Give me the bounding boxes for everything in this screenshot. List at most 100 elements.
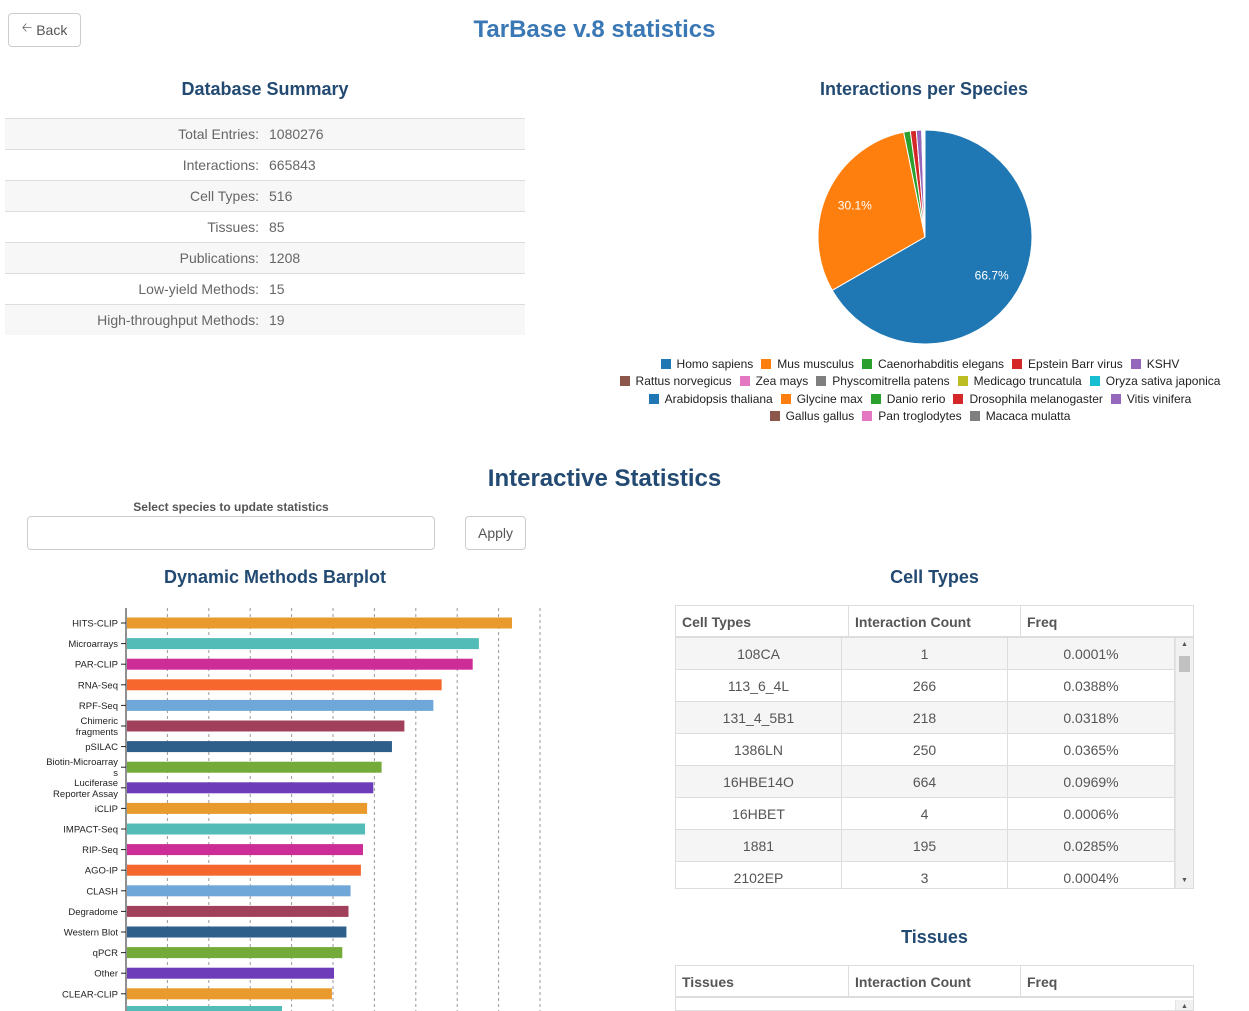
table-row[interactable]: 1386LN 250 0.0365% xyxy=(676,734,1193,766)
legend-item[interactable]: Glycine max xyxy=(780,392,863,406)
table-cell: 1386LN xyxy=(676,734,842,765)
bar[interactable] xyxy=(127,658,473,670)
cell-types-title: Cell Types xyxy=(890,567,979,587)
legend-item[interactable]: Oryza sativa japonica xyxy=(1089,374,1221,389)
bar[interactable] xyxy=(127,988,332,1000)
table-row[interactable]: 2102EP 3 0.0004% xyxy=(676,862,1193,888)
bar[interactable] xyxy=(127,864,361,876)
legend-label: Epstein Barr virus xyxy=(1028,356,1123,371)
bar[interactable] xyxy=(127,720,405,732)
legend-label: Arabidopsis thaliana xyxy=(664,391,773,406)
bar[interactable] xyxy=(127,761,382,773)
bar[interactable] xyxy=(127,802,368,814)
bar[interactable] xyxy=(127,1006,282,1011)
legend-item[interactable]: KSHV xyxy=(1130,356,1180,371)
summary-row: High-throughput Methods: 19 xyxy=(5,304,525,335)
table-row[interactable]: 16HBE14O 664 0.0969% xyxy=(676,766,1193,798)
column-header-freq[interactable]: Freq xyxy=(1027,614,1058,630)
summary-value: 665843 xyxy=(269,157,316,173)
bar[interactable] xyxy=(127,638,479,650)
table-row[interactable]: 1881 195 0.0285% xyxy=(676,830,1193,862)
legend-label: Medicago truncatula xyxy=(973,374,1082,389)
y-tick-label: iCLIP xyxy=(95,804,118,815)
legend-item[interactable]: Pan troglodytes xyxy=(862,409,962,423)
legend-item[interactable]: Vitis vinifera xyxy=(1110,392,1191,406)
bar[interactable] xyxy=(127,617,513,629)
legend-label: Oryza sativa japonica xyxy=(1105,374,1221,389)
scroll-thumb[interactable] xyxy=(1179,656,1190,672)
bar[interactable] xyxy=(127,782,374,794)
apply-button[interactable]: Apply xyxy=(465,516,526,550)
legend-item[interactable]: Epstein Barr virus xyxy=(1012,357,1123,371)
table-row[interactable]: 108CA 1 0.0001% xyxy=(676,638,1193,670)
bar[interactable] xyxy=(127,823,366,835)
legend-item[interactable]: Physcomitrella patens xyxy=(816,374,950,388)
bar[interactable] xyxy=(127,699,434,711)
scroll-down-icon[interactable]: ▼ xyxy=(1181,877,1188,884)
legend-item[interactable]: Homo sapiens xyxy=(660,357,753,371)
back-button[interactable]: 🡠 Back xyxy=(8,13,81,47)
cell-types-scrollbar[interactable]: ▲ ▼ xyxy=(1175,638,1193,888)
bar[interactable] xyxy=(127,947,343,959)
legend-row: Gallus gallus Pan troglodytes Macaca mulat… xyxy=(600,408,1240,426)
table-cell: 0.0004% xyxy=(1008,862,1175,888)
y-tick-label: pSILAC xyxy=(85,742,118,753)
bar[interactable] xyxy=(127,741,392,753)
methods-bar-chart: HITS-CLIP Microarrays PAR-CLIP RNA-Seq RPF-S… xyxy=(46,608,541,1011)
column-header-interaction-count[interactable]: Interaction Count xyxy=(849,606,1021,636)
legend-label: Mus musculus xyxy=(777,356,854,371)
legend-item[interactable]: Drosophila melanogaster xyxy=(953,392,1103,406)
column-header-tissues[interactable]: Tissues xyxy=(676,966,849,996)
legend-item[interactable]: Medicago truncatula xyxy=(957,374,1082,389)
table-cell: 113_6_4L xyxy=(676,670,842,701)
bar[interactable] xyxy=(127,844,363,856)
table-cell: 1 xyxy=(842,638,1008,669)
legend-swatch xyxy=(619,376,630,387)
column-header-freq[interactable]: Freq xyxy=(1027,974,1058,990)
bar[interactable] xyxy=(127,885,351,897)
tissues-scrollbar[interactable]: ▲ xyxy=(1175,1000,1193,1010)
legend-item[interactable]: Zea mays xyxy=(739,374,808,388)
scroll-up-icon[interactable]: ▲ xyxy=(1181,641,1188,648)
legend-item[interactable]: Gallus gallus xyxy=(769,409,854,423)
summary-label: Interactions: xyxy=(182,157,259,173)
bar[interactable] xyxy=(127,679,442,691)
legend-swatch xyxy=(648,393,659,404)
table-row[interactable]: 113_6_4L 266 0.0388% xyxy=(676,670,1193,702)
legend-label: Caenorhabditis elegans xyxy=(877,356,1005,371)
legend-item[interactable]: Arabidopsis thaliana xyxy=(648,391,773,406)
y-tick-label: RPF-Seq xyxy=(79,701,118,712)
bar[interactable] xyxy=(127,967,334,979)
column-header-cell-types[interactable]: Cell Types xyxy=(676,606,849,636)
legend-row: Homo sapiens Mus musculus Caenorhabditis e… xyxy=(600,355,1240,373)
legend-item[interactable]: Mus musculus xyxy=(761,357,854,371)
table-row[interactable]: 131_4_5B1 218 0.0318% xyxy=(676,702,1193,734)
cell-types-body: 108CA 1 0.0001% 113_6_4L 266 0.0388% 131_4_5B1… xyxy=(676,638,1193,888)
summary-value: 85 xyxy=(269,219,285,235)
table-cell: 0.0365% xyxy=(1008,734,1175,765)
column-header-interaction-count[interactable]: Interaction Count xyxy=(849,966,1021,996)
table-cell: 266 xyxy=(842,670,1008,701)
table-cell: 3 xyxy=(842,862,1008,888)
legend-swatch xyxy=(953,393,964,404)
legend-label: KSHV xyxy=(1146,356,1180,371)
legend-item[interactable]: Danio rerio xyxy=(870,392,945,406)
y-tick-label: qPCR xyxy=(93,948,118,959)
legend-item[interactable]: Caenorhabditis elegans xyxy=(861,356,1005,371)
legend-label: Macaca mulatta xyxy=(985,409,1071,424)
pie-slice[interactable] xyxy=(831,129,1033,345)
legend-swatch xyxy=(861,358,872,369)
summary-label: Total Entries: xyxy=(178,126,259,142)
legend-item[interactable]: Rattus norvegicus xyxy=(619,374,732,388)
table-cell: 195 xyxy=(842,830,1008,861)
summary-value: 1208 xyxy=(269,250,301,266)
summary-label: Cell Types: xyxy=(190,188,259,204)
bar[interactable] xyxy=(127,926,347,938)
bar[interactable] xyxy=(127,905,349,917)
scroll-up-icon[interactable]: ▲ xyxy=(1181,1003,1188,1010)
species-select-input[interactable] xyxy=(27,516,435,550)
legend-item[interactable]: Macaca mulatta xyxy=(969,409,1071,424)
pie-slice[interactable] xyxy=(817,131,926,291)
interactive-statistics-title: Interactive Statistics xyxy=(487,465,722,492)
table-row[interactable]: 16HBET 4 0.0006% xyxy=(676,798,1193,830)
